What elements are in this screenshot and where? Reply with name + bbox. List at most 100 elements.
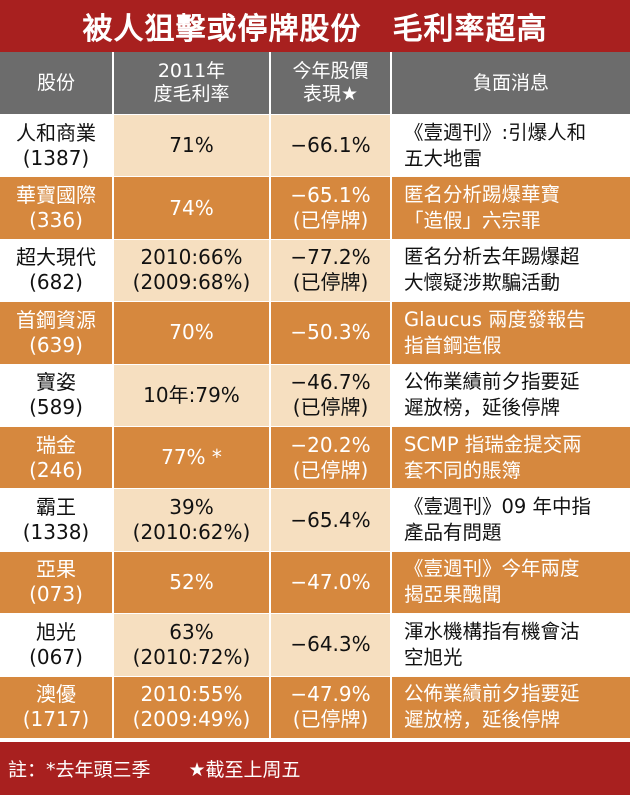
news-cell-line: 公佈業績前夕指要延 [404, 370, 580, 394]
perf-cell-line: (已停牌) [292, 208, 369, 233]
perf-cell: −77.2% (已停牌) [269, 238, 390, 302]
table-row: 旭光 (067) 63% (2010:72%) −64.3% 渾水機構指有機會沽 空旭光 [0, 613, 630, 676]
profit-cell-line: (2009:68%) [132, 270, 251, 295]
stock-cell-line: (073) [29, 582, 83, 607]
news-cell-line: 渾水機構指有機會沽 [404, 619, 580, 643]
footnote: 註：*去年頭三季 ★截至上周五 [0, 742, 630, 795]
news-cell-line: 套不同的賬簿 [404, 458, 522, 482]
perf-cell: −20.2% (已停牌) [269, 425, 390, 489]
perf-cell: −47.0% [269, 550, 390, 614]
perf-cell-line: −66.1% [290, 133, 371, 158]
table-row: 首鋼資源 (639) 70% −50.3% Glaucus 兩度發報告 指首鋼造假 [0, 301, 630, 364]
table-body: 人和商業 (1387) 71% −66.1% 《壹週刊》:引爆人和 五大地雷 華寶國際 (33… [0, 114, 630, 738]
table-row: 華寶國際 (336) 74% −65.1% (已停牌) 匿名分析踢爆華寶 「造假」六宗罪 [0, 176, 630, 239]
stock-cell-line: 寶姿 [36, 370, 76, 395]
profit-cell-line: 2010:55% [140, 682, 243, 707]
perf-cell-line: −47.0% [290, 569, 371, 594]
table-row: 亞果 (073) 52% −47.0% 《壹週刊》今年兩度 揭亞果醜聞 [0, 550, 630, 614]
stock-cell: 華寶國際 (336) [0, 176, 112, 239]
stock-cell-line: 首鋼資源 [16, 307, 96, 332]
stock-cell: 澳優 (1717) [0, 675, 112, 738]
stock-cell: 首鋼資源 (639) [0, 301, 112, 364]
table-row: 澳優 (1717) 2010:55% (2009:49%) −47.9% (已停牌) 公佈業… [0, 675, 630, 738]
news-cell-line: 五大地雷 [404, 146, 483, 170]
header-perf: 今年股價 表現★ [269, 52, 390, 114]
perf-cell: −47.9% (已停牌) [269, 675, 390, 738]
stock-cell-line: 人和商業 [16, 120, 96, 145]
news-cell-line: 遲放榜，延後停牌 [404, 396, 561, 420]
perf-cell-line: −20.2% [290, 432, 371, 457]
news-cell: 公佈業績前夕指要延 遲放榜，延後停牌 [390, 363, 630, 426]
perf-cell-line: −46.7% [290, 370, 371, 395]
news-cell: Glaucus 兩度發報告 指首鋼造假 [390, 301, 630, 364]
stock-cell-line: 霸王 [36, 495, 76, 520]
stock-cell-line: 旭光 [36, 619, 76, 644]
stock-cell-line: 亞果 [36, 557, 76, 582]
perf-cell: −64.3% [269, 613, 390, 676]
table-header-row: 股份 2011年 度毛利率 今年股價 表現★ 負面消息 [0, 52, 630, 114]
perf-cell-line: −65.4% [290, 507, 371, 532]
stock-cell-line: 華寶國際 [16, 183, 96, 208]
news-cell: 《壹週刊》今年兩度 揭亞果醜聞 [390, 550, 630, 614]
profit-cell-line: (2010:62%) [132, 520, 251, 545]
news-cell-line: Glaucus 兩度發報告 [404, 307, 586, 331]
stock-cell: 旭光 (067) [0, 613, 112, 676]
table-row: 超大現代 (682) 2010:66% (2009:68%) −77.2% (已停牌) 匿名… [0, 238, 630, 302]
table-row: 寶姿 (589) 10年:79% −46.7% (已停牌) 公佈業績前夕指要延 遲放榜，延後… [0, 363, 630, 426]
profit-cell: 52% [112, 550, 269, 614]
header-profit-line: 度毛利率 [153, 83, 230, 105]
news-cell-line: 《壹週刊》09 年中指 [404, 495, 592, 519]
table-row: 瑞金 (246) 77% * −20.2% (已停牌) SCMP 指瑞金提交兩 套不同的賬簿 [0, 425, 630, 489]
perf-cell-line: (已停牌) [292, 707, 369, 732]
header-news: 負面消息 [390, 52, 630, 114]
profit-cell-line: 77% * [161, 445, 222, 470]
perf-cell-line: −65.1% [290, 183, 371, 208]
stock-cell: 瑞金 (246) [0, 425, 112, 489]
news-cell-line: 公佈業績前夕指要延 [404, 682, 580, 706]
footnote-text: 註：*去年頭三季 ★截至上周五 [8, 759, 301, 781]
perf-cell-line: (已停牌) [292, 457, 369, 482]
header-profit: 2011年 度毛利率 [112, 52, 269, 114]
profit-cell-line: 71% [169, 133, 214, 158]
news-cell-line: 遲放榜，延後停牌 [404, 708, 561, 732]
news-cell-line: 《壹週刊》今年兩度 [404, 557, 580, 581]
news-cell-line: 揭亞果醜聞 [404, 583, 502, 607]
page-title: 被人狙擊或停牌股份 毛利率超高 [0, 0, 630, 52]
perf-cell-line: −50.3% [290, 320, 371, 345]
news-cell-line: 「造假」六宗罪 [404, 209, 541, 233]
profit-cell-line: 63% [169, 619, 214, 644]
stock-cell: 人和商業 (1387) [0, 114, 112, 177]
stock-cell: 寶姿 (589) [0, 363, 112, 426]
profit-cell-line: (2009:49%) [132, 707, 251, 732]
profit-cell: 10年:79% [112, 363, 269, 426]
news-cell: 公佈業績前夕指要延 遲放榜，延後停牌 [390, 675, 630, 738]
perf-cell: −65.4% [269, 488, 390, 551]
stock-cell-line: (589) [29, 395, 83, 420]
profit-cell: 77% * [112, 425, 269, 489]
perf-cell: −65.1% (已停牌) [269, 176, 390, 239]
header-profit-line: 2011年 [157, 60, 226, 82]
stock-cell-line: 瑞金 [36, 432, 76, 457]
news-cell: 渾水機構指有機會沽 空旭光 [390, 613, 630, 676]
perf-cell-line: −77.2% [290, 245, 371, 270]
news-cell-line: 空旭光 [404, 645, 463, 669]
profit-cell-line: 74% [169, 195, 214, 220]
stock-cell-line: (639) [29, 332, 83, 357]
news-cell: 匿名分析踢爆華寶 「造假」六宗罪 [390, 176, 630, 239]
stock-table: 股份 2011年 度毛利率 今年股價 表現★ 負面消息 人和商業 (1387) 71… [0, 52, 630, 738]
profit-cell: 74% [112, 176, 269, 239]
news-cell-line: 匿名分析踢爆華寶 [404, 183, 561, 207]
header-stock: 股份 [0, 52, 112, 114]
stock-cell-line: (336) [29, 208, 83, 233]
perf-cell-line: −64.3% [290, 632, 371, 657]
perf-cell-line: (已停牌) [292, 395, 369, 420]
table-row: 霸王 (1338) 39% (2010:62%) −65.4% 《壹週刊》09 年中指 產品… [0, 488, 630, 551]
news-cell: SCMP 指瑞金提交兩 套不同的賬簿 [390, 425, 630, 489]
profit-cell: 70% [112, 301, 269, 364]
profit-cell: 2010:66% (2009:68%) [112, 238, 269, 302]
stock-cell-line: 超大現代 [16, 245, 96, 270]
stock-cell-line: (1387) [22, 145, 90, 170]
perf-cell: −66.1% [269, 114, 390, 177]
stock-cell-line: (1338) [22, 520, 90, 545]
